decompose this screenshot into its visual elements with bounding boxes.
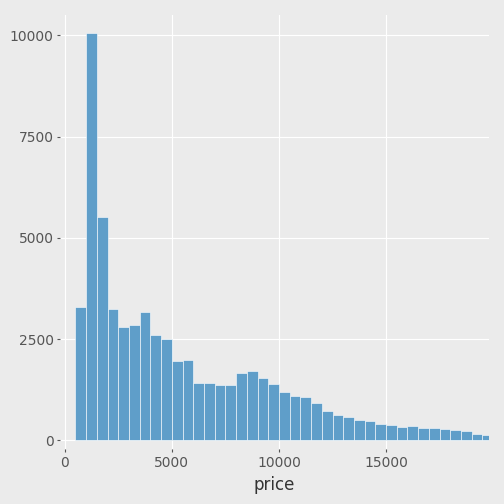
Bar — [290, 396, 300, 440]
Bar — [247, 371, 258, 440]
Bar — [151, 335, 161, 440]
Bar — [118, 327, 129, 440]
Bar — [439, 429, 451, 440]
Bar — [397, 426, 407, 440]
Bar — [333, 415, 343, 440]
Bar — [225, 385, 236, 440]
Bar — [364, 421, 375, 440]
Bar — [76, 307, 86, 440]
Bar — [493, 435, 504, 440]
Bar — [97, 217, 108, 440]
Bar — [268, 384, 279, 440]
Bar — [161, 339, 172, 440]
Bar — [472, 434, 482, 440]
Bar — [386, 425, 397, 440]
Bar — [407, 426, 418, 440]
Bar — [375, 424, 386, 440]
Bar — [300, 397, 311, 440]
Bar — [311, 403, 322, 440]
Bar — [140, 312, 150, 440]
Bar — [461, 431, 472, 440]
Bar — [354, 420, 364, 440]
Bar — [86, 33, 97, 440]
Bar — [451, 430, 461, 440]
Y-axis label: count: count — [0, 209, 3, 255]
Bar — [182, 360, 194, 440]
Bar — [322, 411, 333, 440]
Bar — [108, 309, 118, 440]
Bar — [129, 325, 140, 440]
Bar — [204, 383, 215, 440]
Bar — [343, 417, 354, 440]
Bar — [482, 435, 493, 440]
Bar — [279, 392, 290, 440]
Bar — [215, 385, 225, 440]
Bar — [418, 427, 429, 440]
Bar — [193, 384, 204, 440]
Bar — [258, 377, 268, 440]
Bar — [236, 373, 247, 440]
X-axis label: price: price — [254, 476, 295, 494]
Bar — [429, 428, 439, 440]
Bar — [172, 361, 182, 440]
